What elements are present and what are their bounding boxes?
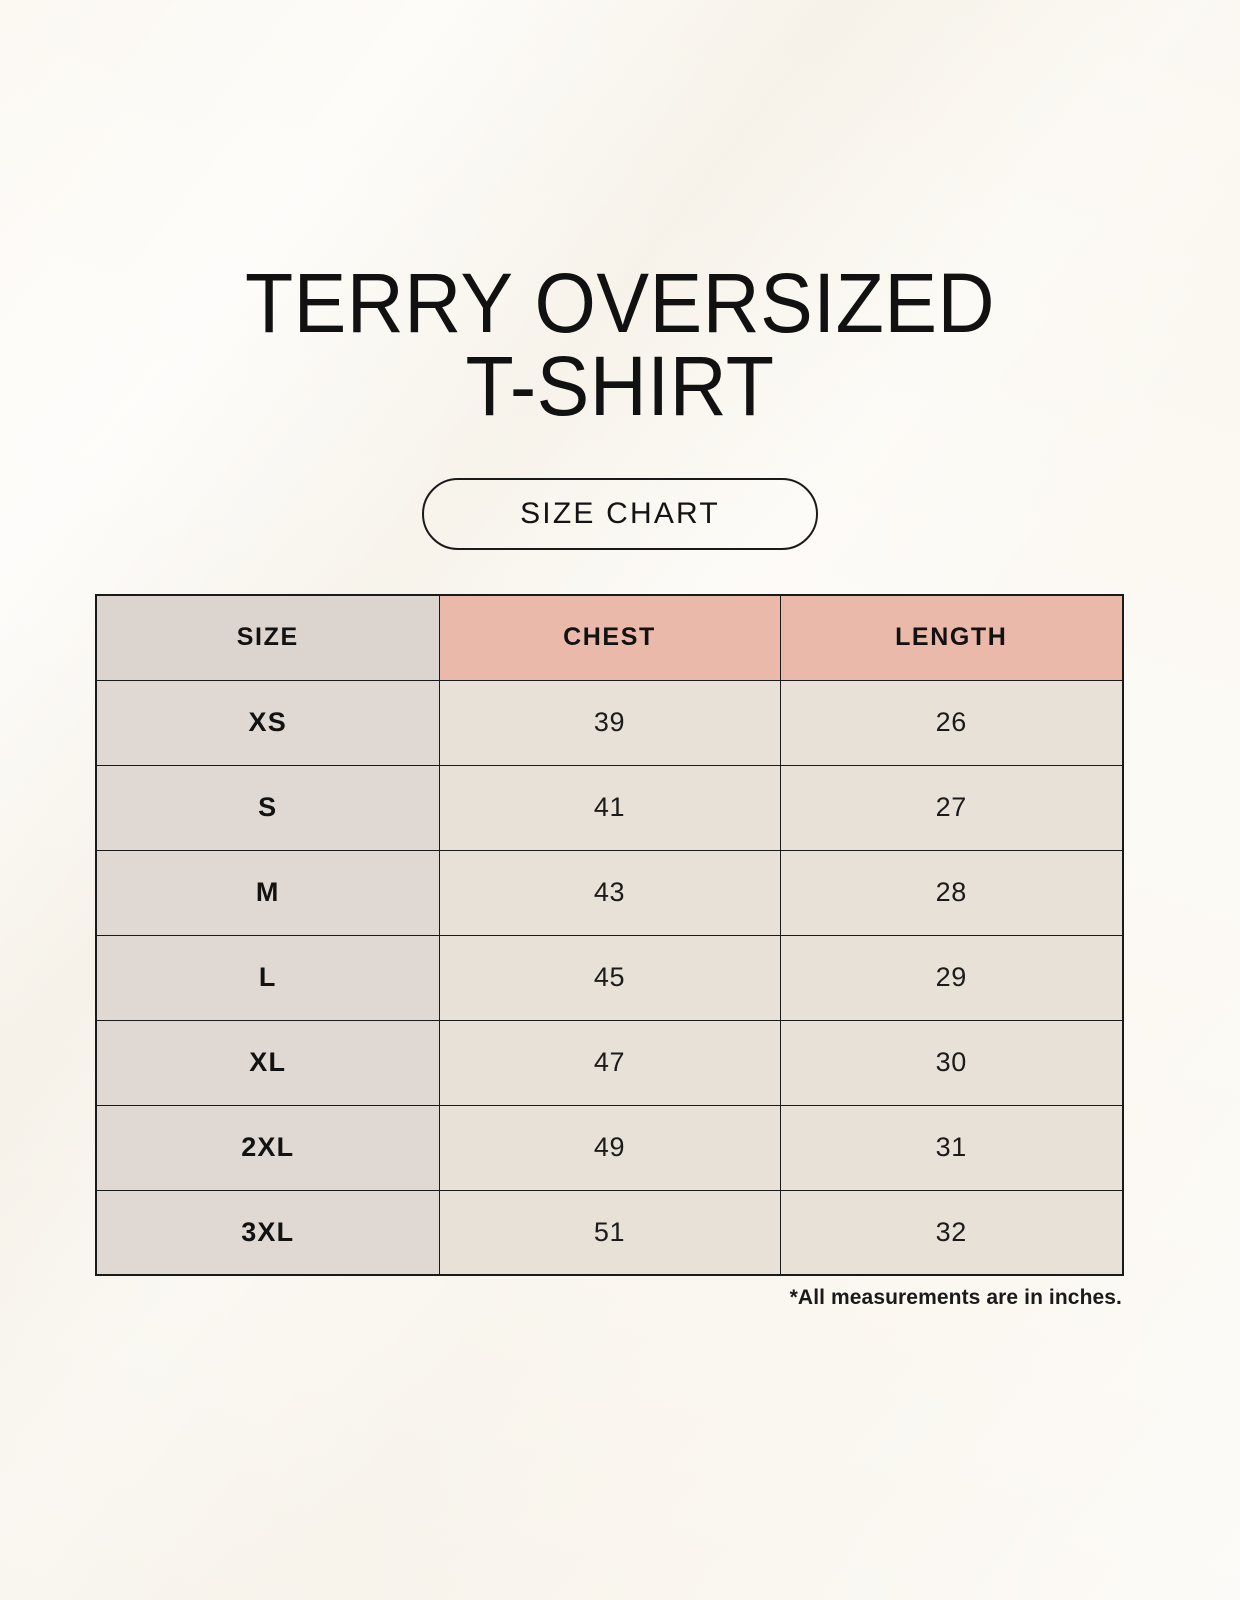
badge-container: SIZE CHART: [0, 478, 1240, 550]
table-row: XS 39 26: [95, 679, 1124, 766]
table-body: XS 39 26 S 41 27 M 43 28 L 45 29: [95, 679, 1124, 1276]
cell-chest: 45: [438, 934, 781, 1021]
title-block: TERRY OVERSIZED T-SHIRT: [0, 256, 1240, 434]
size-table-container: SIZE CHEST LENGTH XS 39 26 S 41 27 M: [95, 594, 1124, 1276]
cell-size: XL: [95, 1019, 440, 1106]
table-header: SIZE CHEST LENGTH: [95, 594, 1124, 681]
cell-length: 30: [779, 1019, 1124, 1106]
table-row: 3XL 51 32: [95, 1189, 1124, 1276]
column-header-chest: CHEST: [438, 594, 781, 681]
table-row: S 41 27: [95, 764, 1124, 851]
page-title: TERRY OVERSIZED T-SHIRT: [244, 256, 996, 434]
table-header-row: SIZE CHEST LENGTH: [95, 594, 1124, 681]
cell-length: 26: [779, 679, 1124, 766]
column-header-size: SIZE: [95, 594, 440, 681]
cell-chest: 51: [438, 1189, 781, 1276]
cell-size: XS: [95, 679, 440, 766]
cell-chest: 43: [438, 849, 781, 936]
column-header-length: LENGTH: [779, 594, 1124, 681]
size-table: SIZE CHEST LENGTH XS 39 26 S 41 27 M: [95, 594, 1124, 1276]
cell-length: 32: [779, 1189, 1124, 1276]
measurement-footnote: *All measurements are in inches.: [789, 1286, 1122, 1309]
table-row: 2XL 49 31: [95, 1104, 1124, 1191]
cell-chest: 41: [438, 764, 781, 851]
table-row: M 43 28: [95, 849, 1124, 936]
cell-size: M: [95, 849, 440, 936]
table-row: L 45 29: [95, 934, 1124, 1021]
cell-size: 3XL: [95, 1189, 440, 1276]
cell-length: 29: [779, 934, 1124, 1021]
cell-size: 2XL: [95, 1104, 440, 1191]
cell-length: 31: [779, 1104, 1124, 1191]
cell-length: 28: [779, 849, 1124, 936]
cell-size: L: [95, 934, 440, 1021]
cell-chest: 47: [438, 1019, 781, 1106]
cell-chest: 39: [438, 679, 781, 766]
cell-size: S: [95, 764, 440, 851]
size-chart-badge: SIZE CHART: [422, 478, 818, 550]
cell-length: 27: [779, 764, 1124, 851]
cell-chest: 49: [438, 1104, 781, 1191]
table-row: XL 47 30: [95, 1019, 1124, 1106]
